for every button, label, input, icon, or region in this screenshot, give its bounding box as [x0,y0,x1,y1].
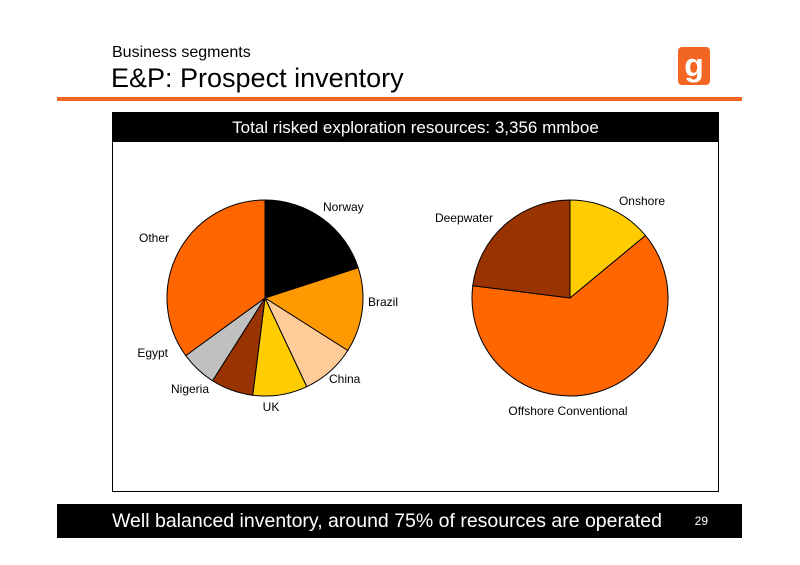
slice-label-nigeria: Nigeria [171,382,209,396]
pie-slice-onshore [569,199,647,300]
bg-logo-icon: g [678,47,710,85]
pie-charts: Norway Brazil China UK Nigeria Egypt Other Onsh… [137,194,669,418]
slice-label-offshore-conventional: Offshore Conventional [508,404,627,418]
pie-slice-brazil [263,267,364,352]
slice-label-onshore: Onshore [619,194,665,208]
slice-label-brazil: Brazil [368,295,398,309]
slice-label-uk: UK [263,400,280,414]
pie-slice-norway [264,199,359,299]
slice-label-other: Other [139,231,169,245]
slice-label-norway: Norway [323,200,364,214]
slide-title: E&P: Prospect inventory [111,63,404,93]
pie-slice-deepwater [472,199,571,299]
footer-message: Well balanced inventory, around 75% of r… [112,510,662,532]
svg-text:g: g [684,47,704,83]
chart-panel: Total risked exploration resources: 3,35… [112,112,719,492]
slide-subtitle: Business segments [112,44,251,61]
slice-label-deepwater: Deepwater [435,211,493,225]
pie-slice-other [166,199,266,357]
footer-bar: Well balanced inventory, around 75% of r… [57,504,742,538]
header-divider [57,97,742,101]
slice-label-egypt: Egypt [137,346,168,360]
pie-slice-offshore-conventional [471,234,669,397]
page-number: 29 [694,514,708,528]
slice-label-china: China [329,372,361,386]
chart-title: Total risked exploration resources: 3,35… [113,113,718,142]
